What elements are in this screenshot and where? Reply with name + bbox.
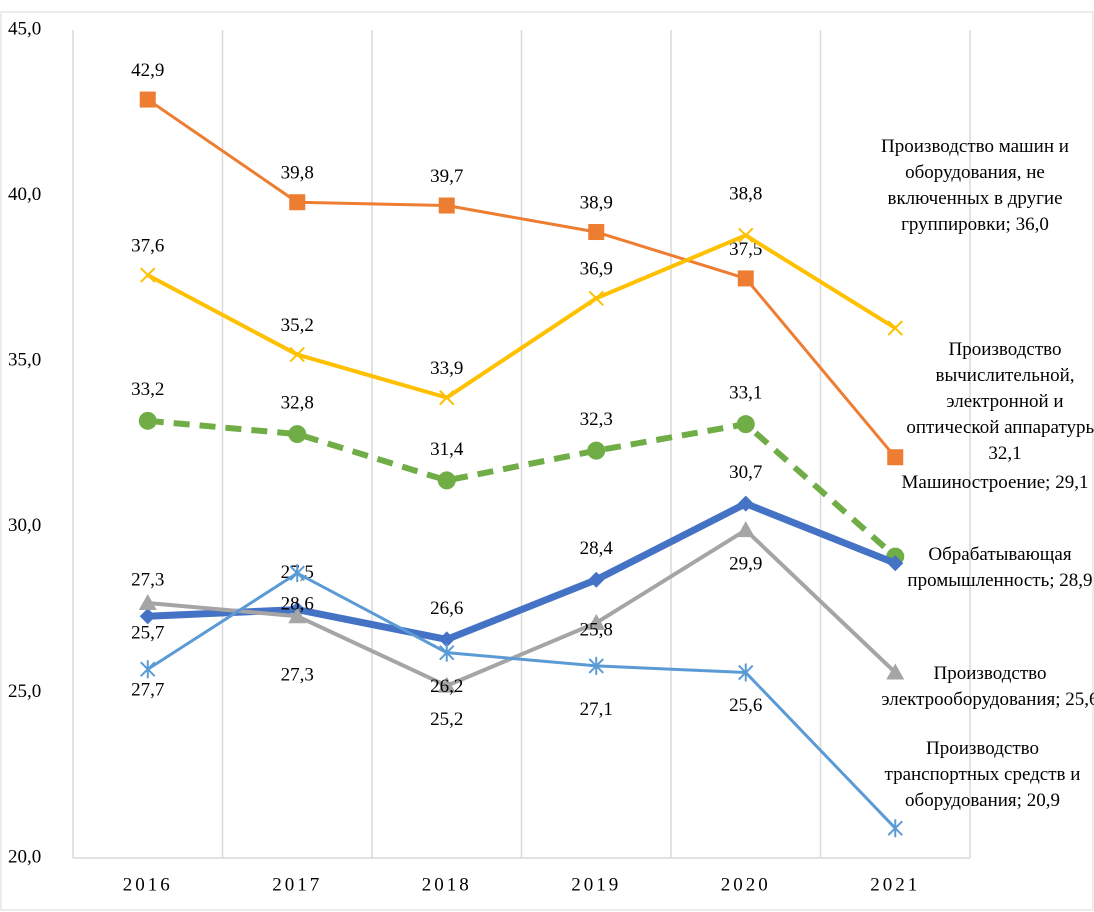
data-label: 38,9 (580, 192, 613, 213)
marker (138, 593, 157, 610)
data-label: 37,6 (131, 235, 164, 256)
marker (288, 425, 307, 444)
end-label: Обрабатывающая промышленность; 28,9 (907, 544, 1093, 591)
y-tick-label: 35,0 (8, 350, 41, 371)
marker (438, 197, 455, 214)
end-label: Машиностроение; 29,1 (901, 472, 1089, 493)
data-label: 27,1 (580, 699, 613, 720)
data-label: 27,3 (281, 665, 314, 686)
marker (288, 607, 307, 624)
marker (588, 571, 605, 588)
marker (738, 227, 754, 244)
y-tick-label: 30,0 (8, 515, 41, 536)
marker (587, 441, 606, 460)
y-tick-label: 40,0 (8, 184, 41, 205)
marker (438, 631, 455, 648)
y-tick-label: 20,0 (8, 846, 41, 867)
marker (289, 564, 305, 583)
marker (737, 270, 754, 287)
data-label: 33,2 (131, 379, 164, 400)
data-label: 36,9 (580, 259, 613, 280)
chart-border (0, 11, 1094, 911)
data-label: 25,7 (131, 623, 164, 644)
marker (140, 660, 156, 679)
data-label: 25,8 (580, 619, 613, 640)
data-label: 32,8 (281, 392, 314, 413)
series-line (147, 528, 897, 688)
x-tick-label: 2019 (571, 874, 621, 895)
marker (588, 656, 604, 675)
data-label: 31,4 (430, 439, 464, 460)
data-label: 25,2 (430, 709, 463, 730)
data-label: 33,9 (430, 358, 463, 379)
marker (737, 495, 754, 512)
x-tick-label: 2016 (123, 874, 173, 895)
marker (437, 676, 456, 693)
x-tick-label: 2017 (272, 874, 322, 895)
data-label: 37,5 (729, 239, 762, 260)
marker (139, 608, 156, 625)
data-label: 28,6 (281, 594, 314, 615)
marker (887, 449, 904, 466)
marker (886, 663, 905, 680)
marker (140, 267, 156, 283)
end-label: Производство вычислительной, электронной… (906, 339, 1094, 464)
marker (588, 290, 604, 306)
marker (587, 613, 606, 630)
marker (437, 471, 456, 490)
marker (736, 521, 755, 538)
x-tick-label: 2020 (721, 874, 771, 895)
marker (289, 194, 306, 211)
x-tick-label: 2018 (422, 874, 472, 895)
data-label: 32,3 (580, 409, 613, 430)
data-label: 30,7 (729, 462, 762, 483)
series-line (146, 233, 897, 400)
data-label: 38,8 (729, 184, 762, 205)
end-label: Производство машин и оборудования, не вк… (881, 136, 1069, 235)
marker (736, 415, 755, 434)
marker (738, 663, 754, 682)
marker (588, 224, 605, 241)
series-line (147, 500, 897, 643)
marker (887, 555, 904, 572)
marker (138, 411, 157, 430)
marker (439, 389, 455, 406)
data-label: 39,8 (281, 163, 314, 184)
end-label: Производство электрооборудования; 25,6 (881, 663, 1094, 710)
marker (139, 91, 156, 108)
marker (289, 346, 305, 363)
data-label: 42,9 (131, 60, 164, 81)
data-label: 27,7 (131, 679, 164, 700)
marker (439, 643, 455, 662)
y-tick-label: 45,0 (8, 18, 41, 39)
y-tick-label: 25,0 (8, 681, 41, 702)
data-label: 29,9 (729, 553, 762, 574)
data-label: 35,2 (281, 315, 314, 336)
data-label: 26,2 (430, 676, 463, 697)
end-label: Производство транспортных средств и обор… (884, 738, 1081, 811)
data-label: 28,4 (580, 538, 614, 559)
series-line (146, 571, 897, 830)
data-label: 26,6 (430, 598, 463, 619)
data-label: 39,7 (430, 166, 463, 187)
x-tick-label: 2021 (870, 874, 920, 895)
data-label: 25,6 (729, 695, 762, 716)
data-label: 33,1 (729, 382, 762, 403)
marker (887, 819, 903, 838)
series-line (146, 98, 897, 459)
marker (887, 320, 903, 336)
data-label: 27,3 (131, 570, 164, 591)
